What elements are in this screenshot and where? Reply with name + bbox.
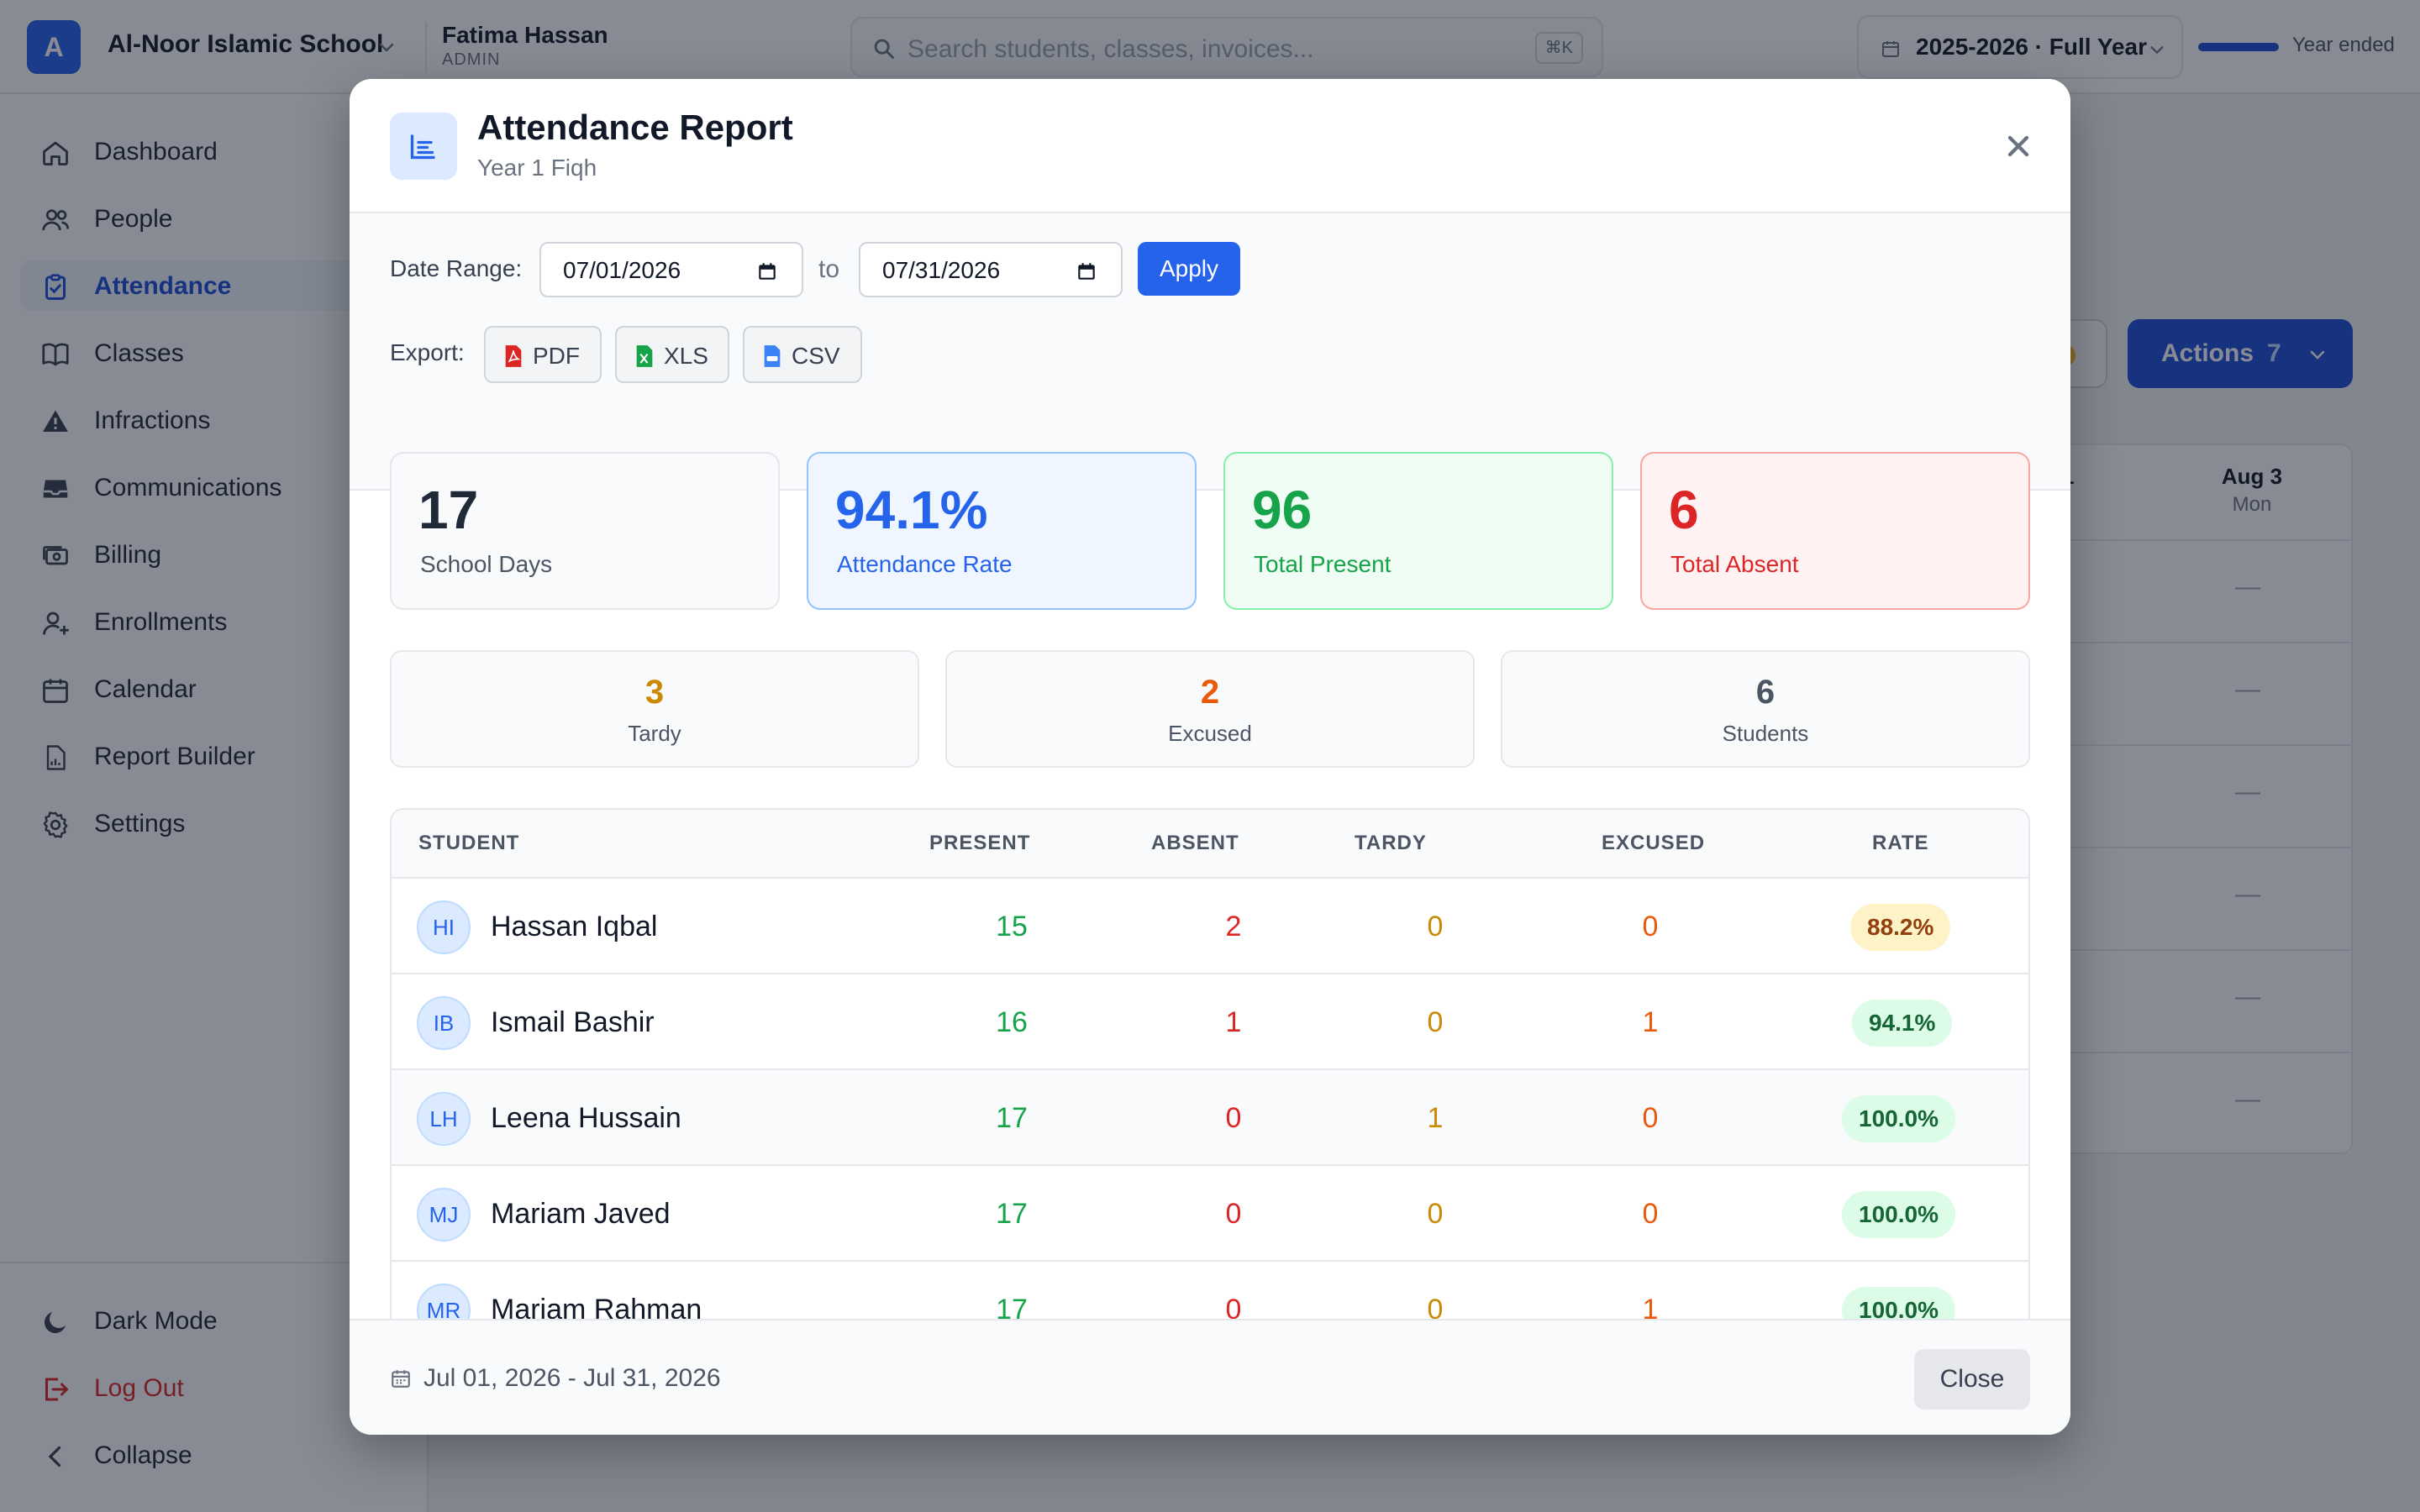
end-date-input[interactable]: 07/31/2026 <box>859 242 1123 297</box>
date-range-label: Date Range: <box>390 255 523 281</box>
close-button[interactable]: Close <box>1914 1349 2030 1410</box>
excused-count: 1 <box>1642 1006 1659 1038</box>
attendance-rate-label: Attendance Rate <box>837 551 1013 577</box>
total-absent-card: 6 Total Absent <box>1640 452 2030 610</box>
student-name: Mariam Javed <box>491 1198 671 1230</box>
absent-count: 1 <box>1225 1006 1242 1038</box>
tardy-count: 0 <box>1427 1198 1444 1230</box>
rate-badge: 94.1% <box>1852 1000 1953 1047</box>
total-present-value: 96 <box>1252 480 1313 540</box>
report-icon-box <box>390 113 457 180</box>
tardy-card: 3 Tardy <box>390 650 919 768</box>
student-name: Leena Hussain <box>491 1102 681 1134</box>
tardy-count: 1 <box>1427 1102 1444 1134</box>
report-filters: Date Range: 07/01/2026 to 07/31/2026 App… <box>350 213 2070 491</box>
present-count: 17 <box>996 1102 1028 1134</box>
absent-count: 0 <box>1225 1198 1242 1230</box>
avatar: HI <box>417 900 471 954</box>
tardy-count: 0 <box>1427 911 1444 942</box>
absent-count: 2 <box>1225 911 1242 942</box>
table-row[interactable]: LH Leena Hussain 17 0 1 0 100.0% <box>392 1068 2028 1164</box>
calendar-icon[interactable] <box>756 260 778 282</box>
avatar: MJ <box>417 1188 471 1242</box>
excused-count: 1 <box>1642 1294 1659 1326</box>
school-days-label: School Days <box>420 551 553 577</box>
calendar-icon[interactable] <box>1076 260 1097 282</box>
total-present-card: 96 Total Present <box>1223 452 1613 610</box>
pdf-file-icon <box>505 345 522 367</box>
student-name: Hassan Iqbal <box>491 911 658 942</box>
total-absent-label: Total Absent <box>1670 551 1799 577</box>
end-date-value: 07/31/2026 <box>882 257 1001 283</box>
absent-count: 0 <box>1225 1102 1242 1134</box>
present-count: 15 <box>996 911 1028 942</box>
total-present-label: Total Present <box>1254 551 1392 577</box>
export-xls-label: XLS <box>664 343 708 369</box>
modal-subtitle: Year 1 Fiqh <box>477 155 597 181</box>
avatar: IB <box>417 996 471 1050</box>
present-count: 17 <box>996 1198 1028 1230</box>
attendance-rate-value: 94.1% <box>835 480 988 540</box>
rate-badge: 100.0% <box>1842 1191 1955 1238</box>
modal-footer: Jul 01, 2026 - Jul 31, 2026 Close <box>350 1319 2070 1435</box>
attendance-rate-card: 94.1% Attendance Rate <box>807 452 1197 610</box>
xls-file-icon <box>636 345 653 367</box>
modal-header: Attendance Report Year 1 Fiqh <box>350 79 2070 213</box>
avatar: LH <box>417 1092 471 1146</box>
calendar-icon <box>392 1370 410 1388</box>
absent-count: 0 <box>1225 1294 1242 1326</box>
export-xls-button[interactable]: XLS <box>615 326 729 383</box>
column-header-present[interactable]: PRESENT <box>929 832 1031 854</box>
export-pdf-label: PDF <box>533 343 580 369</box>
table-header: STUDENT PRESENT ABSENT TARDY EXCUSED RAT… <box>392 810 2028 877</box>
student-name: Ismail Bashir <box>491 1006 655 1038</box>
export-csv-button[interactable]: CSV <box>743 326 862 383</box>
attendance-report-modal: Attendance Report Year 1 Fiqh Date Range… <box>350 79 2070 1435</box>
tardy-count: 0 <box>1427 1006 1444 1038</box>
start-date-value: 07/01/2026 <box>563 257 681 283</box>
students-card: 6 Students <box>1501 650 2030 768</box>
excused-count: 0 <box>1642 911 1659 942</box>
modal-title: Attendance Report <box>477 108 793 147</box>
close-icon[interactable] <box>2002 129 2035 163</box>
export-csv-label: CSV <box>792 343 840 369</box>
export-label: Export: <box>390 339 465 365</box>
rate-badge: 88.2% <box>1850 904 1951 951</box>
present-count: 16 <box>996 1006 1028 1038</box>
tardy-label: Tardy <box>628 721 681 746</box>
csv-file-icon <box>764 345 781 367</box>
tardy-value: 3 <box>644 674 665 711</box>
rate-badge: 100.0% <box>1842 1095 1955 1142</box>
students-value: 6 <box>1755 674 1776 711</box>
excused-card: 2 Excused <box>945 650 1475 768</box>
report-date-range: Jul 01, 2026 - Jul 31, 2026 <box>424 1364 721 1392</box>
export-pdf-button[interactable]: PDF <box>484 326 602 383</box>
column-header-rate[interactable]: RATE <box>1872 832 1929 854</box>
apply-button[interactable]: Apply <box>1138 242 1240 296</box>
tardy-count: 0 <box>1427 1294 1444 1326</box>
excused-count: 0 <box>1642 1102 1659 1134</box>
table-row[interactable]: IB Ismail Bashir 16 1 0 1 94.1% <box>392 973 2028 1068</box>
students-label: Students <box>1722 721 1809 746</box>
column-header-tardy[interactable]: TARDY <box>1355 832 1427 854</box>
excused-value: 2 <box>1200 674 1220 711</box>
excused-count: 0 <box>1642 1198 1659 1230</box>
total-absent-value: 6 <box>1669 480 1699 540</box>
school-days-value: 17 <box>418 480 479 540</box>
to-label: to <box>818 255 840 283</box>
excused-label: Excused <box>1168 721 1252 746</box>
attendance-table: STUDENT PRESENT ABSENT TARDY EXCUSED RAT… <box>390 808 2030 1396</box>
school-days-card: 17 School Days <box>390 452 780 610</box>
bar-chart-icon <box>410 134 435 160</box>
column-header-excused[interactable]: EXCUSED <box>1602 832 1706 854</box>
table-row[interactable]: MJ Mariam Javed 17 0 0 0 100.0% <box>392 1164 2028 1260</box>
table-row[interactable]: HI Hassan Iqbal 15 2 0 0 88.2% <box>392 877 2028 973</box>
column-header-absent[interactable]: ABSENT <box>1151 832 1239 854</box>
column-header-student[interactable]: STUDENT <box>418 832 520 854</box>
start-date-input[interactable]: 07/01/2026 <box>539 242 803 297</box>
